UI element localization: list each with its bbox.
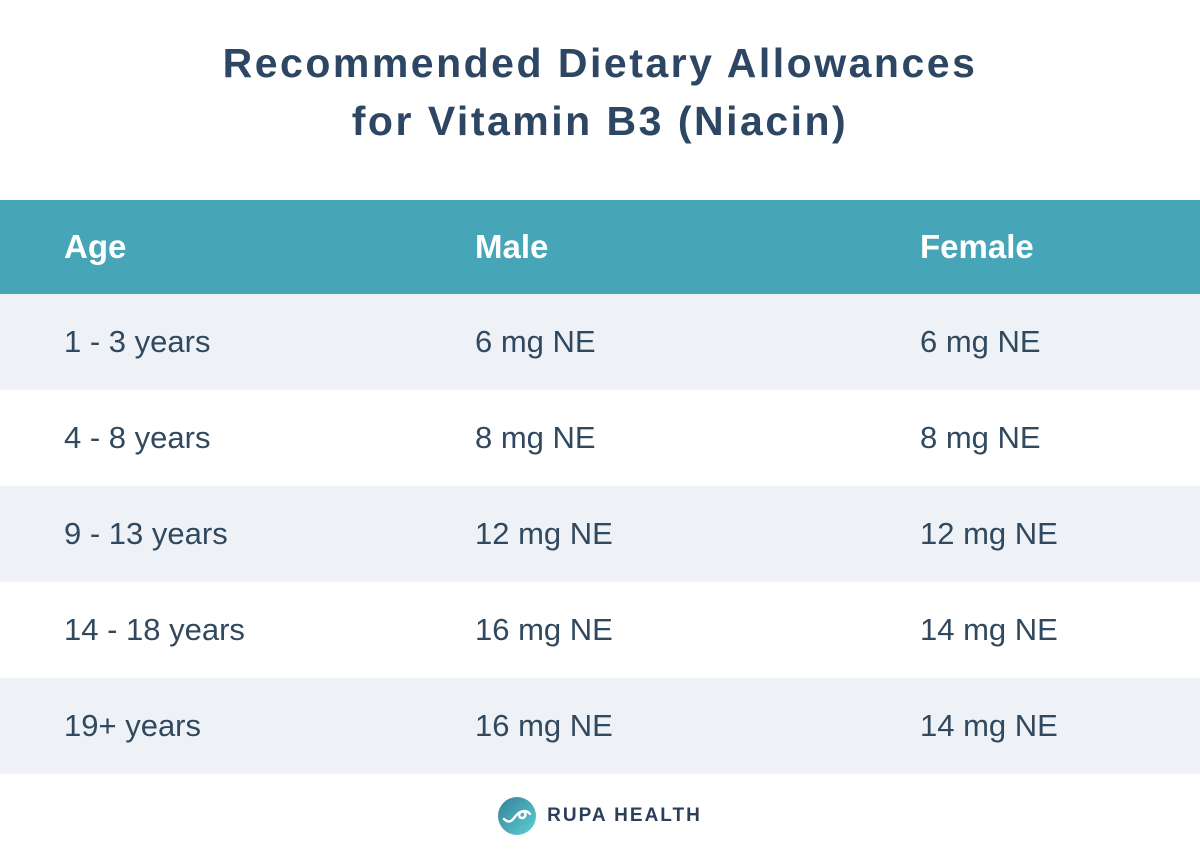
- age-cell: 4 - 8 years: [64, 420, 211, 455]
- table-row: 14 - 18 years 16 mg NE 14 mg NE: [0, 582, 1200, 678]
- brand-name: RUPA HEALTH: [547, 804, 702, 826]
- female-value-cell: 12 mg NE: [920, 516, 1058, 551]
- age-cell: 1 - 3 years: [64, 324, 211, 359]
- female-value-cell: 6 mg NE: [920, 324, 1041, 359]
- page-title-line-1: Recommended Dietary Allowances: [222, 40, 978, 86]
- rda-table: Age Male Female 1 - 3 years 6 mg NE 6 mg…: [0, 200, 1200, 774]
- page-title-line-2: for Vitamin B3 (Niacin): [351, 98, 849, 144]
- table-header-row: Age Male Female: [0, 200, 1200, 294]
- male-value-cell: 6 mg NE: [475, 324, 596, 359]
- column-header-male: Male: [475, 228, 549, 265]
- female-value-cell: 14 mg NE: [920, 612, 1058, 647]
- table-row: 4 - 8 years 8 mg NE 8 mg NE: [0, 390, 1200, 486]
- footer-brand: RUPA HEALTH: [0, 774, 1200, 857]
- male-value-cell: 8 mg NE: [475, 420, 596, 455]
- column-header-female: Female: [920, 228, 1034, 265]
- age-cell: 9 - 13 years: [64, 516, 228, 551]
- female-value-cell: 14 mg NE: [920, 708, 1058, 743]
- table-row: 19+ years 16 mg NE 14 mg NE: [0, 678, 1200, 774]
- male-value-cell: 12 mg NE: [475, 516, 613, 551]
- age-cell: 19+ years: [64, 708, 202, 743]
- rupa-wave-icon: [498, 796, 537, 835]
- page-title: Recommended Dietary Allowances for Vitam…: [0, 0, 1200, 178]
- table-row: 9 - 13 years 12 mg NE 12 mg NE: [0, 486, 1200, 582]
- female-value-cell: 8 mg NE: [920, 420, 1041, 455]
- male-value-cell: 16 mg NE: [475, 612, 613, 647]
- table-row: 1 - 3 years 6 mg NE 6 mg NE: [0, 294, 1200, 390]
- age-cell: 14 - 18 years: [64, 612, 245, 647]
- column-header-age: Age: [64, 228, 127, 265]
- male-value-cell: 16 mg NE: [475, 708, 613, 743]
